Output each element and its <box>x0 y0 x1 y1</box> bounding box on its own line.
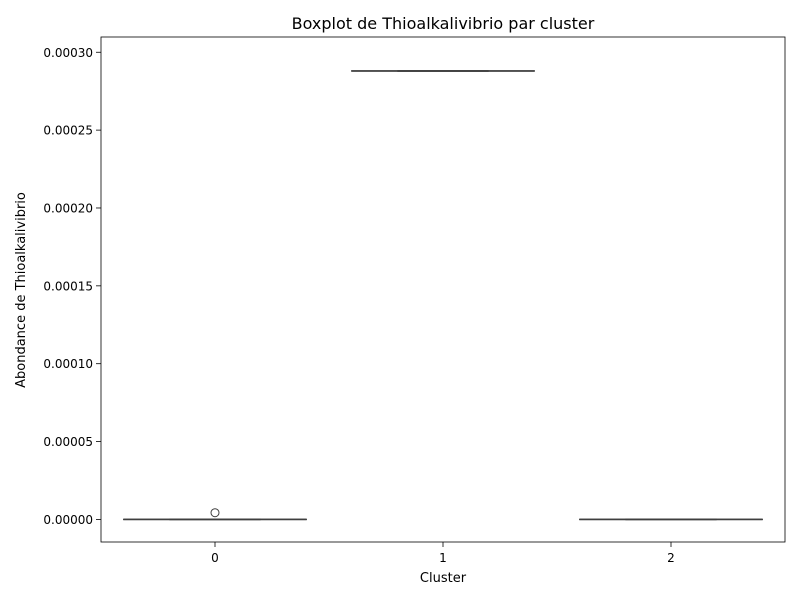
y-tick-label-3: 0.00015 <box>43 279 93 293</box>
y-axis-label: Abondance de Thioalkalivibrio <box>14 192 29 388</box>
y-tick-label-6: 0.00030 <box>43 46 93 60</box>
y-tick-label-0: 0.00000 <box>43 513 93 527</box>
y-tick-label-5: 0.00025 <box>43 124 93 138</box>
plot-area: 0.00000 0.00005 0.00010 0.00015 0.00020 0.000… <box>43 36 786 565</box>
x-tick-label-0: 0 <box>211 551 219 565</box>
chart-title: Boxplot de Thioalkalivibrio par cluster <box>292 14 595 33</box>
outlier-0-0 <box>210 508 220 518</box>
x-tick-label-2: 2 <box>667 551 675 565</box>
y-tick-label-1: 0.00005 <box>43 435 93 449</box>
x-axis-label: Cluster <box>420 571 467 586</box>
axes-frame <box>100 36 786 543</box>
y-tick-label-4: 0.00020 <box>43 201 93 215</box>
y-tick-label-2: 0.00010 <box>43 357 93 371</box>
x-tick-label-1: 1 <box>439 551 447 565</box>
